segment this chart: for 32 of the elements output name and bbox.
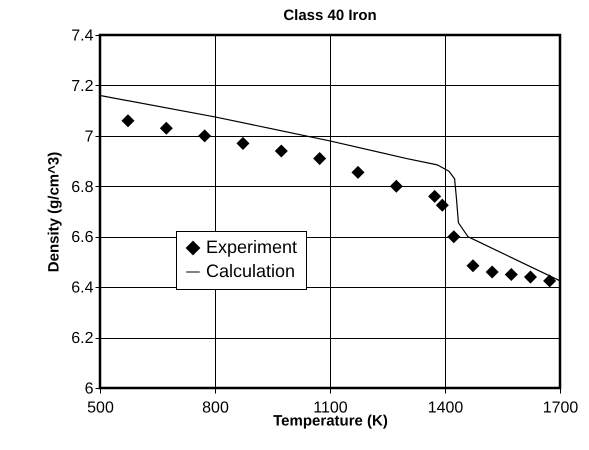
point xyxy=(524,270,537,284)
y-tick-label: 6.2 xyxy=(71,330,94,348)
legend-label: Experiment xyxy=(206,237,298,257)
point xyxy=(543,274,556,288)
point xyxy=(428,190,442,203)
legend-label: Calculation xyxy=(206,261,296,281)
point xyxy=(313,152,326,166)
y-tick-label: 6.8 xyxy=(71,178,94,196)
point xyxy=(351,166,364,179)
x-tick-label: 500 xyxy=(87,400,114,416)
point xyxy=(504,268,518,282)
point xyxy=(236,136,250,150)
point xyxy=(436,198,449,212)
point xyxy=(466,259,480,272)
point xyxy=(198,129,212,142)
y-tick-label: 6.4 xyxy=(71,280,94,297)
y-tick-label: 7 xyxy=(84,128,94,146)
x-tick-label: 800 xyxy=(202,400,229,416)
x-tick-label: 1700 xyxy=(542,400,578,416)
y-tick-label: 6.6 xyxy=(71,229,94,246)
point xyxy=(160,122,173,135)
y-axis-title: Density (g/cm^3) xyxy=(45,152,62,272)
x-tick-label: 1400 xyxy=(428,400,464,416)
y-tick-label: 7.2 xyxy=(71,78,94,95)
point xyxy=(121,114,134,128)
point xyxy=(447,230,460,244)
point xyxy=(274,144,288,158)
y-tick-label: 7.4 xyxy=(71,28,94,44)
point xyxy=(390,180,403,193)
point xyxy=(486,265,499,279)
chart-title: Class 40 Iron xyxy=(283,7,377,24)
y-tick-label: 6 xyxy=(84,380,94,398)
